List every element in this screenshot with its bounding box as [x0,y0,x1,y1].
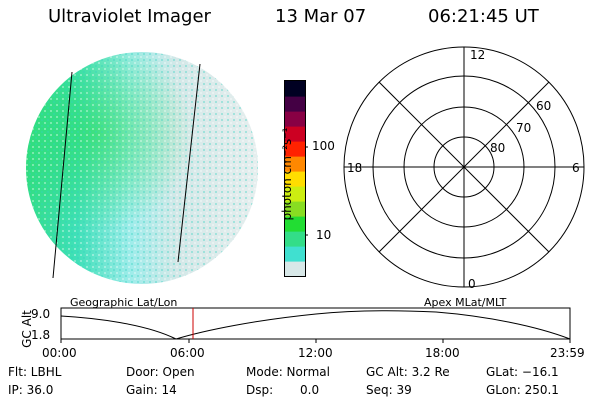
mode-info: Mode: Normal [246,365,330,379]
mlt-label-12: 12 [470,48,485,62]
xtick-0600: 06:00 [170,346,205,360]
xtick-1200: 12:00 [298,346,333,360]
lat-label-80: 80 [490,141,505,155]
colorbar-swatch [285,81,305,97]
seq-info: Seq: 39 [366,383,412,397]
geographic-latlon-label: Geographic Lat/Lon [70,296,178,309]
dsp-label: Dsp: [246,383,274,397]
ytick-9-0: 9.0 [31,307,51,321]
colorbar-swatch [285,171,305,187]
mlt-label-0: 0 [468,277,476,290]
colorbar-swatch [285,216,305,232]
orbit-altitude-curve [60,310,571,340]
longitude-line-right [177,63,201,263]
colorbar-swatch [285,261,305,277]
filter-info: Flt: LBHL [8,365,62,379]
ytick-1-8: 1.8 [31,328,51,342]
ip-info: IP: 36.0 [8,383,54,397]
colorbar-tick-100: 100 [312,139,335,153]
lat-label-70: 70 [516,121,531,135]
xtick-1800: 18:00 [425,346,460,360]
colorbar-swatch [285,96,305,112]
colorbar-swatch [285,201,305,217]
altitude-plot-frame [60,307,571,340]
gain-info: Gain: 14 [126,383,177,397]
instrument-title: Ultraviolet Imager [48,6,211,27]
door-info: Door: Open [126,365,195,379]
colorbar-label: photon cm⁻²s⁻¹ [280,127,294,221]
glat-info: GLat: −16.1 [486,365,559,379]
apex-mlat-mlt-label: Apex MLat/MLT [424,296,507,309]
polar-grid: 12 18 6 0 60 70 80 [343,46,585,290]
gc-alt-info: GC Alt: 3.2 Re [366,365,450,379]
dsp-value: 0.0 [300,383,320,397]
diagonal-line-2 [378,81,550,253]
colorbar [284,80,308,277]
date-label: 13 Mar 07 [275,6,367,27]
colorbar-swatch [285,156,305,172]
colorbar-swatch [285,246,305,262]
altitude-strip-chart [60,307,571,343]
longitude-line-left [52,71,73,279]
uv-image-disk [26,52,258,284]
disk-speckle [26,52,258,284]
colorbar-swatch [285,186,305,202]
colorbar-tick-10: 10 [316,228,332,242]
mlt-label-18: 18 [347,161,362,175]
lat-label-60: 60 [536,99,551,113]
time-label: 06:21:45 UT [428,6,539,27]
colorbar-swatch [285,231,305,247]
colorbar-swatch [285,111,305,127]
mlt-label-6: 6 [572,161,580,175]
xtick-2359: 23:59 [550,346,585,360]
colorbar-swatch [285,141,305,157]
xtick-0000: 00:00 [42,346,77,360]
glon-info: GLon: 250.1 [486,383,559,397]
colorbar-swatch [285,126,305,142]
